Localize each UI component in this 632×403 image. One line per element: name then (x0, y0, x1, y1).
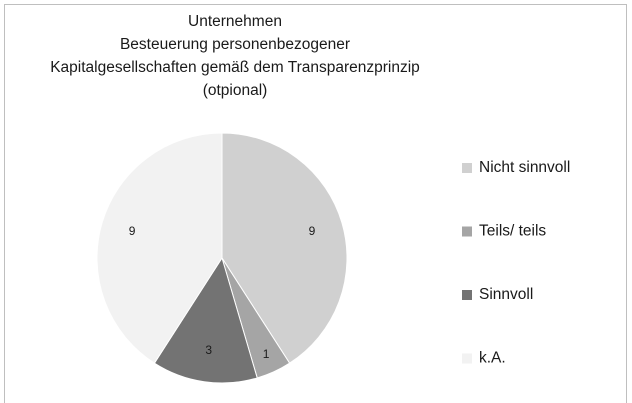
pie-slice (221, 132, 348, 364)
chart-title: Besteuerung personenbezogener (120, 36, 350, 53)
legend-swatch (462, 226, 472, 237)
data-label: 1 (263, 347, 270, 361)
legend-label: k.A. (479, 350, 506, 367)
chart-title: Unternehmen (188, 13, 282, 30)
data-label: 9 (129, 224, 136, 238)
legend-swatch (462, 353, 472, 364)
pie-slice (153, 256, 258, 384)
data-label: 3 (205, 343, 212, 357)
legend-swatch (462, 290, 472, 300)
legend-label: Sinnvoll (479, 286, 533, 303)
data-label: 9 (309, 224, 316, 238)
legend-label: Nicht sinnvoll (479, 159, 570, 176)
pie-slice (96, 132, 223, 364)
legend-label: Teils/ teils (479, 223, 546, 240)
chart-title: Kapitalgesellschaften gemäß dem Transpar… (50, 59, 420, 76)
chart-title: (otpional) (203, 82, 268, 99)
legend-swatch (462, 163, 472, 173)
